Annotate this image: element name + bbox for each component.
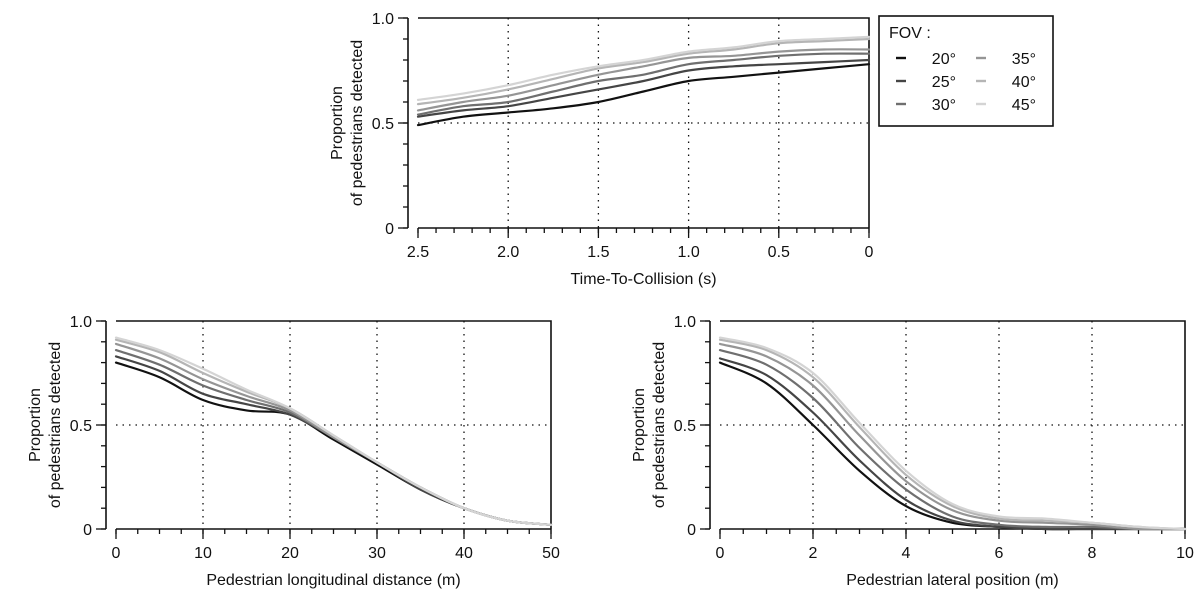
chart-ttc: 2.5 2.0 1.5 1.0 0.5 0 Time-To-Collision (s) 0 0.… [329, 11, 874, 288]
x-tick-label: 6 [995, 545, 1004, 562]
x-tick-label: 0.5 [768, 244, 790, 261]
x-tick-label: 10 [194, 545, 212, 562]
plot-frame [116, 320, 552, 529]
x-tick-label: 30 [368, 545, 386, 562]
x-tick-label: 1.5 [587, 244, 609, 261]
x-tick-label: 0 [716, 545, 725, 562]
y-axis-title: Proportion [329, 86, 346, 160]
series-line-40deg [416, 37, 871, 106]
y-axis-title: Proportion [631, 388, 648, 462]
x-tick-label: 0 [865, 244, 874, 261]
x-tick-label: 50 [542, 545, 560, 562]
y-axis-title: of pedestrians detected [47, 342, 64, 508]
y-tick-label: 0.5 [674, 418, 696, 435]
y-tick-label: 1.0 [372, 11, 394, 28]
x-tick-label: 1.0 [677, 244, 699, 261]
y-axis-title: of pedestrians detected [651, 342, 668, 508]
plot-frame [720, 320, 1186, 529]
plot-frame [418, 17, 870, 228]
x-axis-title: Pedestrian lateral position (m) [846, 572, 1059, 589]
series-line-35deg [718, 342, 1187, 531]
y-tick-label: 1.0 [674, 314, 696, 331]
series-line-20deg [114, 361, 553, 526]
legend-label: 20° [932, 51, 956, 68]
legend: FOV :20° 25° 30° 35° 40° 45° [878, 15, 1054, 127]
x-tick-label: 2.0 [497, 244, 519, 261]
y-tick-label: 1.0 [70, 314, 92, 331]
series-line-35deg [416, 48, 871, 112]
x-axis-title: Pedestrian longitudinal distance (m) [206, 572, 460, 589]
x-tick-label: 0 [112, 545, 121, 562]
x-tick-label: 40 [455, 545, 473, 562]
legend-label: 30° [932, 97, 956, 114]
y-tick-label: 0 [687, 522, 696, 539]
series-line-25deg [718, 357, 1187, 531]
series-line-45deg [416, 35, 871, 101]
series-line-45deg [718, 336, 1187, 531]
x-tick-label: 4 [902, 545, 911, 562]
y-tick-label: 0 [83, 522, 92, 539]
legend-label: 35° [1012, 51, 1036, 68]
x-tick-label: 20 [281, 545, 299, 562]
legend-label: 45° [1012, 97, 1036, 114]
x-axis-title: Time-To-Collision (s) [570, 271, 716, 288]
y-axis-title: Proportion [27, 388, 44, 462]
x-tick-label: 2.5 [407, 244, 429, 261]
x-tick-label: 8 [1088, 545, 1097, 562]
y-tick-label: 0.5 [70, 418, 92, 435]
series-line-30deg [416, 52, 871, 116]
x-tick-label: 2 [809, 545, 818, 562]
series-line-25deg [416, 58, 871, 118]
legend-box [878, 15, 1054, 127]
legend-label: 40° [1012, 74, 1036, 91]
y-tick-label: 0.5 [372, 116, 394, 133]
chart-lateral-position: 0 2 4 6 8 10 Pedestrian lateral position (m) 0 0… [631, 314, 1194, 589]
x-tick-label: 10 [1176, 545, 1194, 562]
y-tick-label: 0 [385, 221, 394, 238]
legend-title: FOV : [889, 25, 931, 42]
chart-longitudinal-distance: 0 10 20 30 40 50 Pedestrian longitudinal dista… [27, 314, 560, 589]
series-line-45deg [114, 336, 553, 526]
legend-label: 25° [932, 74, 956, 91]
y-axis-title: of pedestrians detected [349, 40, 366, 206]
series-line-30deg [718, 349, 1187, 531]
series-line-20deg [416, 63, 871, 127]
